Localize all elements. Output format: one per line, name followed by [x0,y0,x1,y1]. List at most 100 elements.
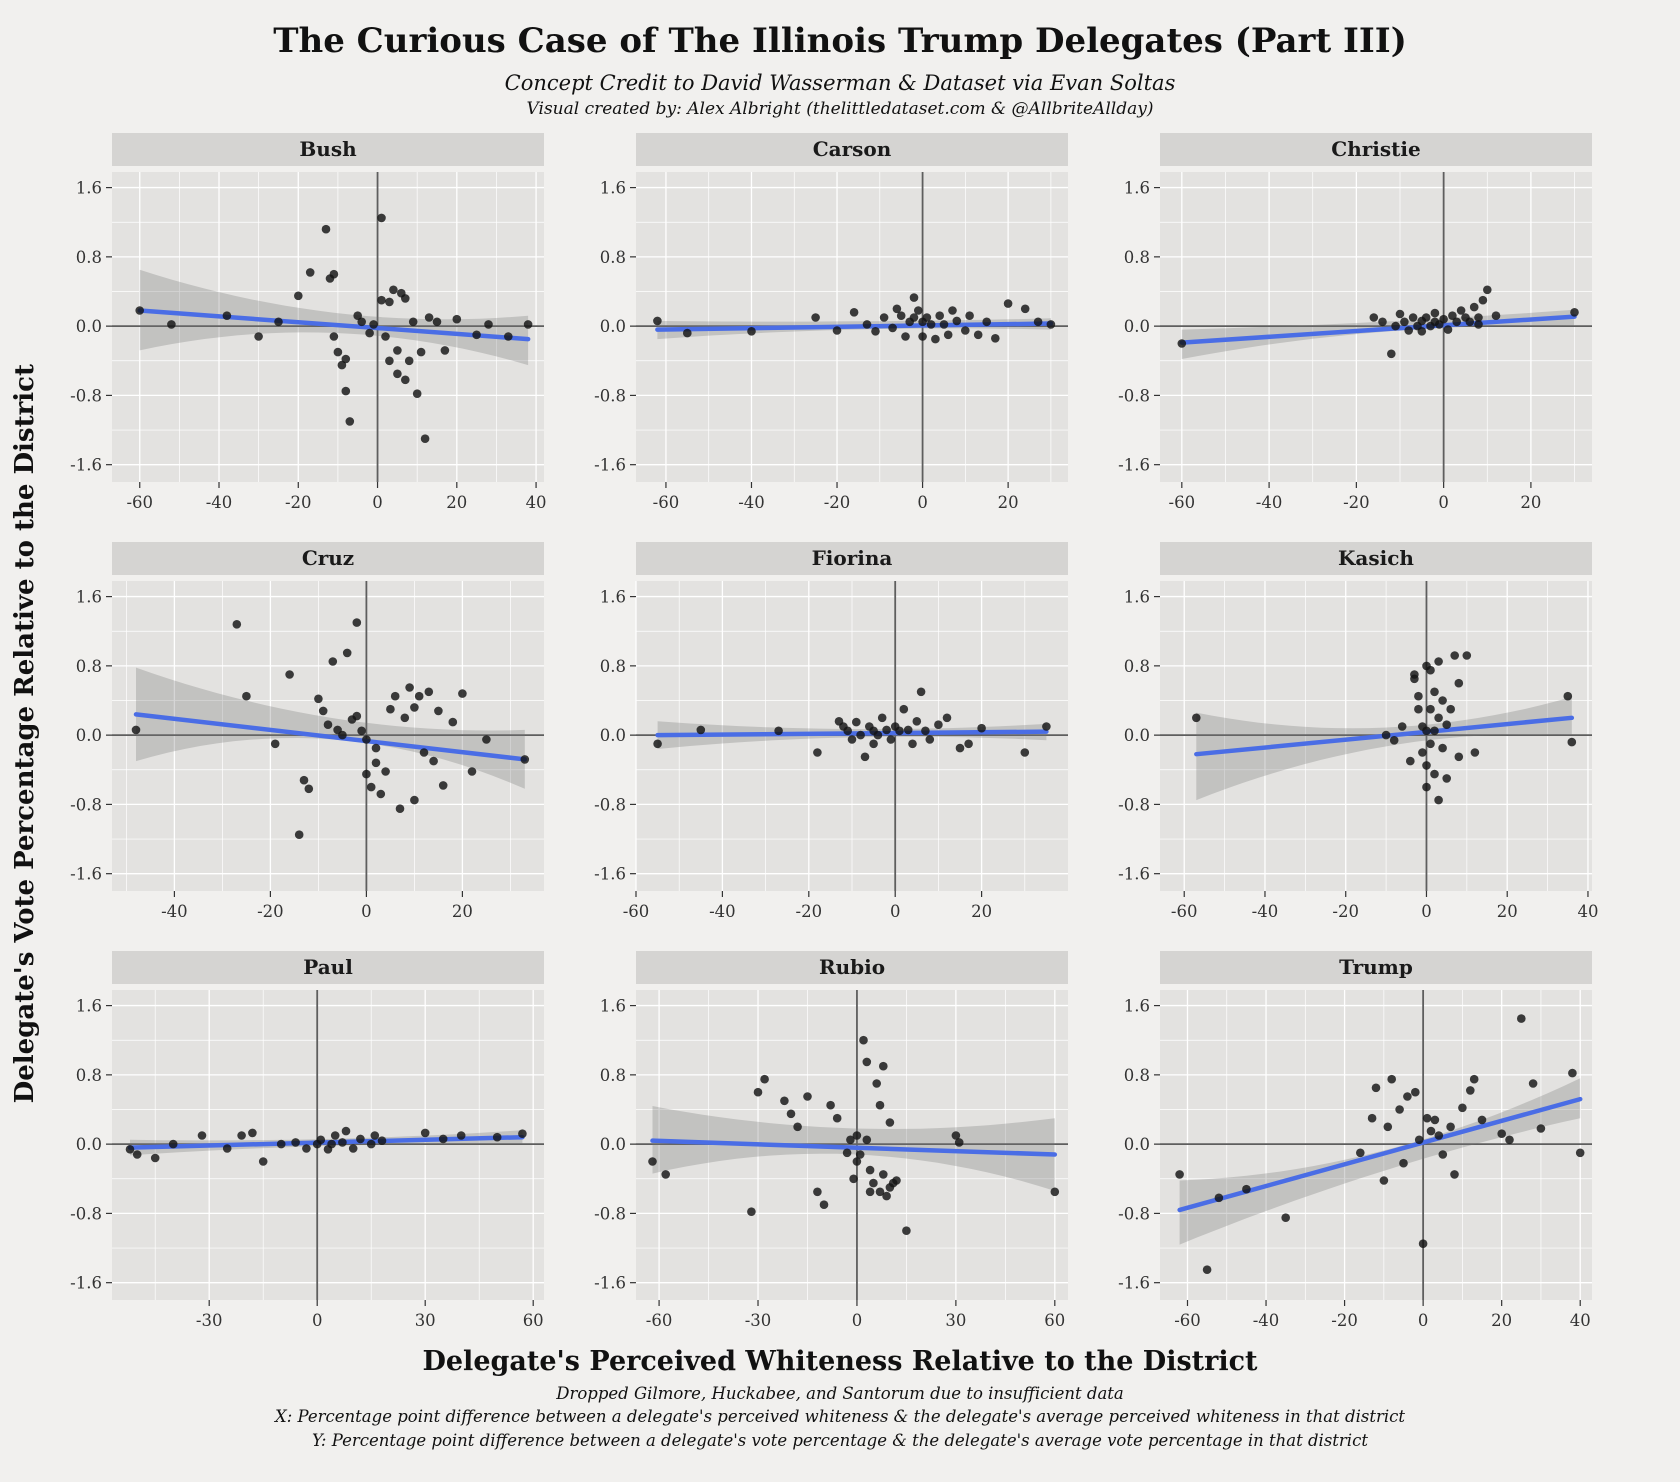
svg-text:-1.6: -1.6 [1118,864,1150,883]
svg-text:40: 40 [1577,902,1598,921]
page: The Curious Case of The Illinois Trump D… [10,0,1670,1461]
svg-text:0.0: 0.0 [1124,1135,1150,1154]
svg-text:0.0: 0.0 [1124,317,1150,336]
svg-text:0.0: 0.0 [1124,726,1150,745]
svg-text:-20: -20 [824,493,851,512]
facet-plot-christie: -60 -40 -20 0 20 -1.6 -0.8 0.0 0.8 1.6 [1118,171,1592,512]
svg-text:1.6: 1.6 [1124,178,1150,197]
facet-strip-fiorina: Fiorina [636,541,1068,575]
facet-rubio: Rubio -60 -30 0 30 60 -1.6 -0.8 0.0 0.8 1.6 [578,950,1078,1336]
svg-text:-0.8: -0.8 [594,386,626,405]
svg-text:-0.8: -0.8 [70,795,102,814]
svg-text:-1.6: -1.6 [70,455,102,474]
svg-text:1.6: 1.6 [1124,996,1150,1015]
svg-text:40: 40 [526,493,547,512]
svg-text:-30: -30 [196,1311,223,1330]
facet-strip-rubio: Rubio [636,950,1068,984]
svg-text:20: 20 [1497,902,1518,921]
svg-text:30: 30 [945,1311,966,1330]
svg-text:0: 0 [1421,902,1432,921]
svg-text:-60: -60 [1171,902,1198,921]
chart-title: The Curious Case of The Illinois Trump D… [273,21,1407,61]
svg-text:0.0: 0.0 [76,1135,102,1154]
svg-text:-0.8: -0.8 [1118,795,1150,814]
svg-text:-20: -20 [1331,1311,1358,1330]
svg-text:-20: -20 [285,493,312,512]
svg-text:-40: -40 [206,493,233,512]
chart-zone: Delegate's Vote Percentage Relative to t… [10,132,1670,1336]
svg-text:-20: -20 [1332,902,1359,921]
svg-text:20: 20 [1520,493,1541,512]
svg-text:0.8: 0.8 [600,656,626,675]
y-axis-label: Delegate's Vote Percentage Relative to t… [10,364,40,1104]
footnote-x-definition: X: Percentage point difference between a… [274,1407,1405,1427]
facet-kasich: Kasich -60 -40 -20 0 20 40 -1.6 -0.8 0.0 0.8 1.6 [1102,541,1602,927]
svg-text:0: 0 [890,902,901,921]
facet-christie: Christie -60 -40 -20 0 20 -1.6 -0.8 0.0 0.8 1.6 [1102,132,1602,518]
svg-text:0.8: 0.8 [600,1065,626,1084]
svg-text:-40: -40 [1253,1311,1280,1330]
facet-plot-bush: -60 -40 -20 0 20 40 -1.6 -0.8 0.0 0.8 1.6 [70,171,547,512]
facet-strip-trump: Trump [1160,950,1592,984]
svg-text:0.0: 0.0 [600,317,626,336]
facet-cruz: Cruz -40 -20 0 20 -1.6 -0.8 0.0 0.8 1.6 [54,541,554,927]
svg-text:-0.8: -0.8 [70,1204,102,1223]
svg-text:0: 0 [852,1311,863,1330]
facet-plot-paul: -30 0 30 60 -1.6 -0.8 0.0 0.8 1.6 [70,989,544,1330]
facet-bush: Bush -60 -40 -20 0 20 40 -1.6 -0.8 0.0 0.8 1.6 [54,132,554,518]
svg-text:0: 0 [312,1311,323,1330]
svg-text:0: 0 [361,902,372,921]
svg-text:0.8: 0.8 [600,247,626,266]
facet-plot-cruz: -40 -20 0 20 -1.6 -0.8 0.0 0.8 1.6 [70,580,544,921]
svg-text:-1.6: -1.6 [594,864,626,883]
footnote-y-definition: Y: Percentage point difference between a… [312,1431,1368,1451]
svg-text:-1.6: -1.6 [70,864,102,883]
facet-strip-kasich: Kasich [1160,541,1592,575]
chart-header: The Curious Case of The Illinois Trump D… [10,10,1670,119]
facet-strip-christie: Christie [1160,132,1592,166]
chart-subtitle: Concept Credit to David Wasserman & Data… [504,70,1176,95]
svg-text:1.6: 1.6 [1124,587,1150,606]
svg-text:1.6: 1.6 [76,178,102,197]
facet-plot-kasich: -60 -40 -20 0 20 40 -1.6 -0.8 0.0 0.8 1.6 [1118,580,1598,921]
facet-strip-cruz: Cruz [112,541,544,575]
footnotes: Dropped Gilmore, Huckabee, and Santorum … [10,1382,1670,1454]
svg-text:30: 30 [415,1311,436,1330]
svg-text:-1.6: -1.6 [1118,455,1150,474]
svg-text:0.8: 0.8 [1124,656,1150,675]
svg-text:-40: -40 [161,902,188,921]
svg-text:-0.8: -0.8 [1118,386,1150,405]
svg-text:-40: -40 [709,902,736,921]
svg-text:0.8: 0.8 [76,1065,102,1084]
facet-strip-carson: Carson [636,132,1068,166]
svg-text:60: 60 [1044,1311,1065,1330]
svg-text:-0.8: -0.8 [594,795,626,814]
footnote-dropped: Dropped Gilmore, Huckabee, and Santorum … [556,1383,1124,1403]
svg-text:0.8: 0.8 [1124,247,1150,266]
svg-text:-30: -30 [745,1311,772,1330]
chart-credit-line: Visual created by: Alex Albright (thelit… [526,98,1154,119]
svg-text:-40: -40 [1256,493,1283,512]
svg-text:-1.6: -1.6 [594,455,626,474]
svg-text:0.0: 0.0 [76,726,102,745]
svg-text:0: 0 [372,493,383,512]
svg-text:1.6: 1.6 [600,587,626,606]
svg-text:0.8: 0.8 [76,247,102,266]
svg-text:0: 0 [1418,1311,1429,1330]
svg-text:-1.6: -1.6 [1118,1273,1150,1292]
svg-text:-60: -60 [646,1311,673,1330]
svg-text:-60: -60 [126,493,153,512]
svg-text:1.6: 1.6 [76,996,102,1015]
svg-text:20: 20 [998,493,1019,512]
svg-text:-40: -40 [738,493,765,512]
facet-trump: Trump -60 -40 -20 0 20 40 -1.6 -0.8 0.0 0.8 1.6 [1102,950,1602,1336]
svg-text:-60: -60 [653,493,680,512]
svg-text:20: 20 [446,493,467,512]
svg-text:-0.8: -0.8 [1118,1204,1150,1223]
svg-text:-0.8: -0.8 [70,386,102,405]
svg-text:60: 60 [523,1311,544,1330]
svg-text:0.0: 0.0 [600,726,626,745]
svg-text:40: 40 [1570,1311,1591,1330]
x-axis-label: Delegate's Perceived Whiteness Relative … [422,1345,1258,1377]
svg-text:-60: -60 [1169,493,1196,512]
